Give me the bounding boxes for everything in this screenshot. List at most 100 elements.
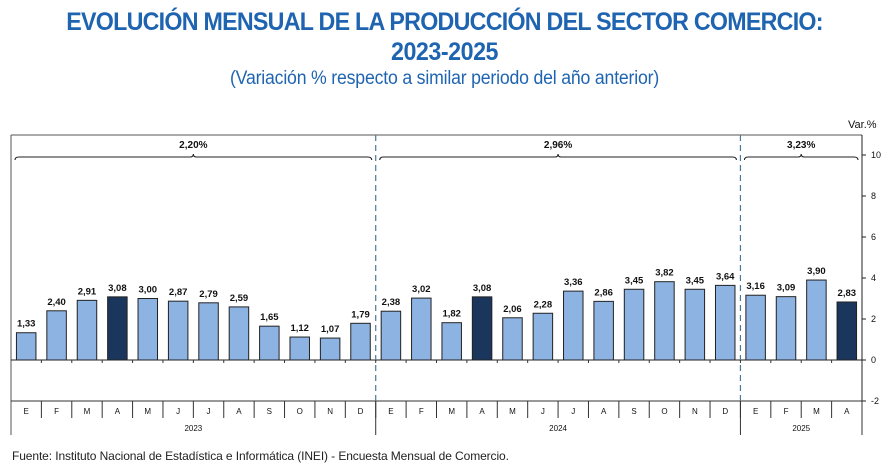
bar xyxy=(593,300,614,361)
value-label: 1,33 xyxy=(17,319,36,330)
y-tick-label: 0 xyxy=(871,355,876,365)
bar xyxy=(654,281,675,361)
year-average-brackets: 2,20% 2,96% 3,23% xyxy=(14,140,859,161)
month-label: S xyxy=(631,407,636,416)
value-label: 2,06 xyxy=(503,304,522,315)
y-tick-label: 6 xyxy=(871,232,876,242)
month-label: J xyxy=(571,407,575,416)
bar xyxy=(714,284,736,361)
x-axis: 2023 2024 2025 E F M A M J J A S O N D E F M A M J J A S O N D E F M A xyxy=(24,360,863,435)
value-label: 2,91 xyxy=(78,286,97,297)
bar xyxy=(502,317,523,361)
y-tick-label: 10 xyxy=(871,150,881,160)
value-label: 3,02 xyxy=(412,284,431,295)
month-label: M xyxy=(509,407,516,416)
month-label: F xyxy=(54,407,59,416)
y-tick-label: 4 xyxy=(871,273,876,283)
bar xyxy=(623,288,645,361)
month-label: F xyxy=(784,407,789,416)
bar xyxy=(532,312,554,361)
chart-title: EVOLUCIÓN MENSUAL DE LA PRODUCCIÓN DEL S… xyxy=(66,8,823,36)
value-label: 3,45 xyxy=(625,275,644,286)
bar xyxy=(563,290,584,361)
month-label: M xyxy=(813,407,820,416)
month-label: A xyxy=(844,407,850,416)
month-label: E xyxy=(24,407,29,416)
bar xyxy=(380,310,402,361)
bar xyxy=(289,336,310,361)
value-label: 1,07 xyxy=(321,324,340,335)
value-label: 1,65 xyxy=(260,312,279,323)
value-label: 1,79 xyxy=(351,309,370,320)
value-label: 3,00 xyxy=(139,285,158,296)
bar xyxy=(107,296,128,361)
y-tick-label: 8 xyxy=(871,191,876,201)
y-tick-label: -2 xyxy=(871,396,879,406)
bar xyxy=(228,306,250,361)
y-tick-label: 2 xyxy=(871,314,876,324)
month-label: A xyxy=(115,407,121,416)
value-label: 3,08 xyxy=(108,283,127,294)
bar xyxy=(198,302,219,361)
value-label: 2,86 xyxy=(594,287,613,298)
source-note: Fuente: Instituto Nacional de Estadístic… xyxy=(12,449,509,463)
value-label: 3,90 xyxy=(807,266,826,277)
bar xyxy=(46,310,67,361)
month-label: N xyxy=(327,407,333,416)
value-label: 3,64 xyxy=(716,271,735,282)
month-label: O xyxy=(297,407,303,416)
month-label: E xyxy=(753,407,758,416)
year-average-label: 2,96% xyxy=(544,140,572,151)
month-label: M xyxy=(144,407,151,416)
month-label: A xyxy=(601,407,607,416)
value-labels: 1,33 2,40 2,91 3,08 3,00 2,87 2,79 2,59 1,65 1,12… xyxy=(17,266,856,335)
chart-title-period: 2023-2025 xyxy=(390,38,499,66)
bar xyxy=(411,297,432,361)
bar xyxy=(775,296,797,361)
month-label: A xyxy=(236,407,242,416)
month-label: J xyxy=(541,407,545,416)
month-label: J xyxy=(207,407,211,416)
month-label: N xyxy=(692,407,698,416)
bar xyxy=(441,322,462,361)
year-bracket xyxy=(379,153,737,161)
month-label: O xyxy=(661,407,667,416)
month-label: S xyxy=(267,407,272,416)
bar xyxy=(350,322,371,361)
bar xyxy=(319,337,341,361)
value-label: 3,36 xyxy=(564,277,583,288)
year-average-label: 3,23% xyxy=(787,140,815,151)
value-label: 3,16 xyxy=(746,281,765,292)
month-label: M xyxy=(448,407,455,416)
month-label: M xyxy=(84,407,91,416)
year-average-label: 2,20% xyxy=(179,140,207,151)
month-label: D xyxy=(722,407,728,416)
bar xyxy=(836,301,858,361)
value-label: 3,08 xyxy=(473,283,492,294)
value-label: 2,83 xyxy=(838,288,857,299)
value-label: 2,59 xyxy=(230,293,249,304)
month-label: A xyxy=(479,407,485,416)
bar xyxy=(167,300,189,361)
value-label: 2,79 xyxy=(199,289,218,300)
y-axis: 10 8 6 4 2 0 -2 Var.% xyxy=(848,119,881,406)
value-label: 1,12 xyxy=(290,323,309,334)
month-label: E xyxy=(388,407,393,416)
y-axis-unit-label: Var.% xyxy=(848,119,877,131)
month-label: J xyxy=(176,407,180,416)
month-label: D xyxy=(358,407,364,416)
bar xyxy=(745,294,766,361)
value-label: 1,82 xyxy=(442,309,461,320)
bar xyxy=(806,279,827,361)
bar xyxy=(137,298,159,361)
value-label: 3,45 xyxy=(686,275,705,286)
year-label: 2023 xyxy=(184,424,202,433)
bars xyxy=(15,279,858,361)
value-label: 3,09 xyxy=(777,283,796,294)
bar xyxy=(76,299,98,361)
month-label: F xyxy=(419,407,424,416)
value-label: 2,38 xyxy=(382,297,401,308)
year-label: 2025 xyxy=(792,424,810,433)
year-label: 2024 xyxy=(549,424,567,433)
